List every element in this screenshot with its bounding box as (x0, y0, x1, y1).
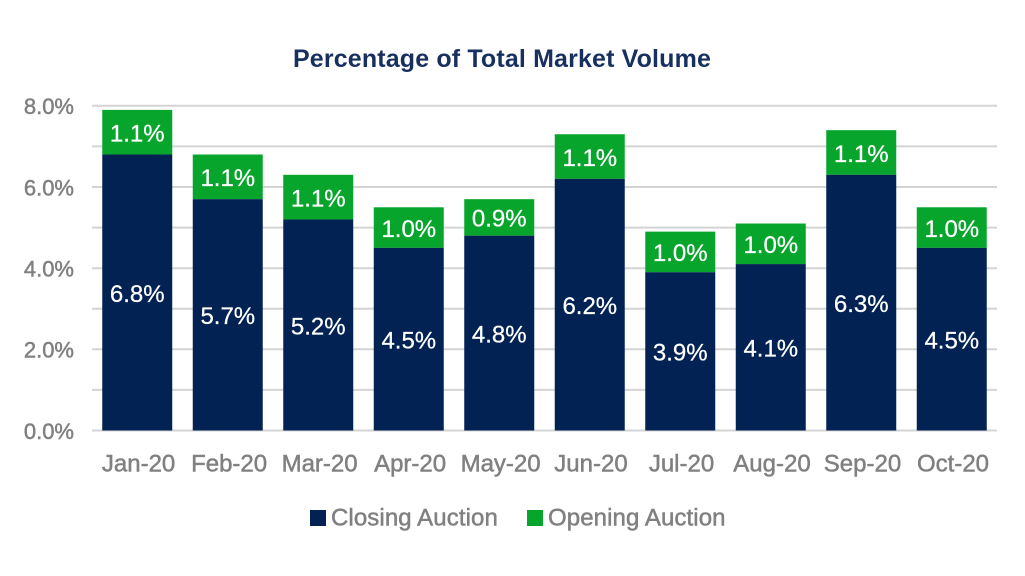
svg-text:Oct-20: Oct-20 (917, 451, 989, 478)
svg-text:Feb-20: Feb-20 (191, 451, 267, 478)
svg-text:1.0%: 1.0% (381, 216, 436, 243)
svg-text:Apr-20: Apr-20 (374, 451, 446, 478)
svg-text:4.1%: 4.1% (743, 336, 798, 363)
svg-text:6.0%: 6.0% (24, 175, 74, 200)
svg-text:3.9%: 3.9% (653, 340, 708, 367)
svg-text:1.1%: 1.1% (562, 145, 617, 172)
svg-text:8.0%: 8.0% (24, 94, 74, 119)
svg-text:6.8%: 6.8% (110, 281, 165, 308)
svg-text:0.0%: 0.0% (24, 419, 74, 444)
svg-text:6.2%: 6.2% (562, 293, 617, 320)
svg-text:Jul-20: Jul-20 (649, 451, 714, 478)
svg-text:4.0%: 4.0% (24, 257, 74, 282)
svg-text:1.0%: 1.0% (743, 232, 798, 259)
svg-text:4.5%: 4.5% (924, 328, 979, 355)
svg-text:0.9%: 0.9% (472, 206, 527, 233)
svg-text:Sep-20: Sep-20 (824, 451, 901, 478)
svg-text:5.7%: 5.7% (200, 303, 255, 330)
svg-text:4.8%: 4.8% (472, 321, 527, 348)
svg-text:May-20: May-20 (461, 451, 541, 478)
svg-text:Closing Auction: Closing Auction (331, 505, 498, 532)
svg-text:4.5%: 4.5% (381, 328, 436, 355)
svg-text:1.1%: 1.1% (110, 121, 165, 148)
svg-text:1.1%: 1.1% (291, 185, 346, 212)
svg-text:Jun-20: Jun-20 (554, 451, 627, 478)
svg-text:Mar-20: Mar-20 (282, 451, 358, 478)
svg-text:6.3%: 6.3% (834, 291, 889, 318)
svg-text:1.1%: 1.1% (834, 141, 889, 168)
svg-text:Aug-20: Aug-20 (733, 451, 810, 478)
svg-text:1.1%: 1.1% (200, 165, 255, 192)
svg-text:1.0%: 1.0% (924, 216, 979, 243)
svg-text:5.2%: 5.2% (291, 313, 346, 340)
svg-text:Jan-20: Jan-20 (102, 451, 175, 478)
svg-text:2.0%: 2.0% (24, 338, 74, 363)
svg-text:Opening Auction: Opening Auction (548, 505, 726, 532)
svg-text:1.0%: 1.0% (653, 240, 708, 267)
svg-text:Percentage of Total Market Vol: Percentage of Total Market Volume (293, 45, 711, 73)
